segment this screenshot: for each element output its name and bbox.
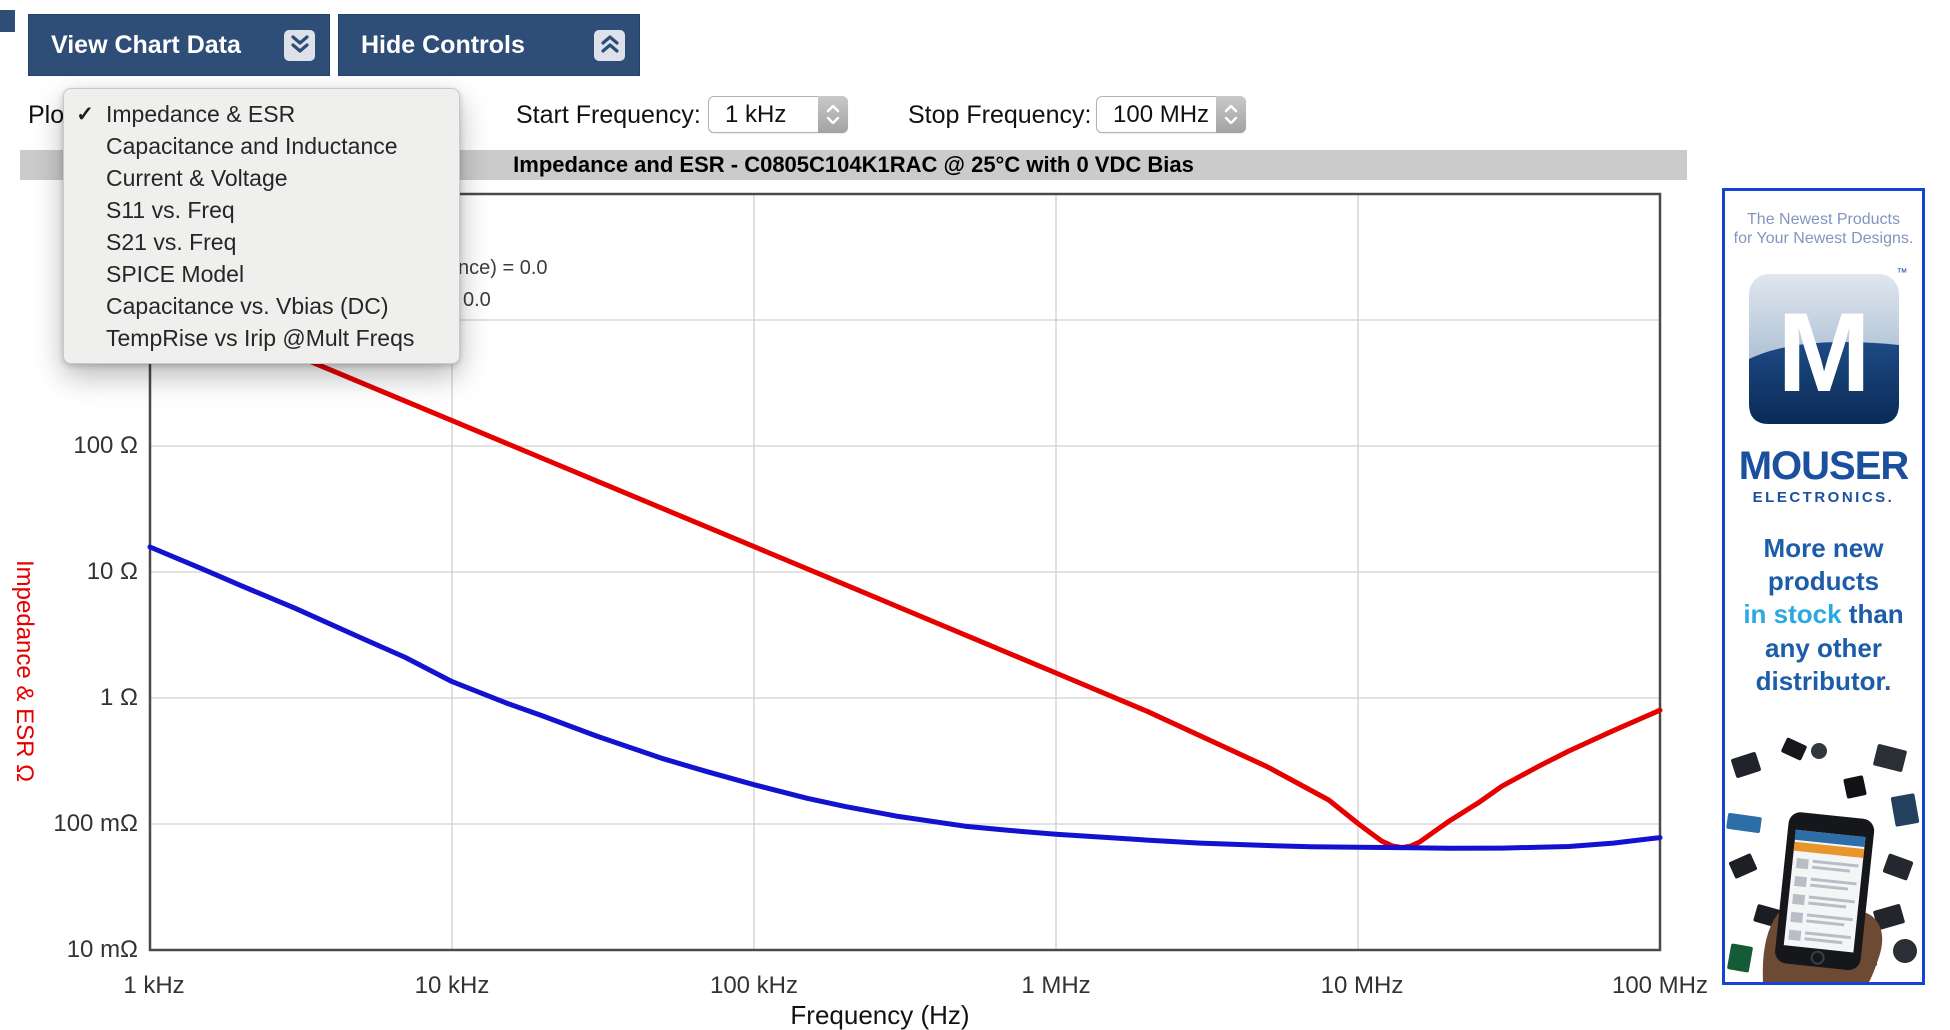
start-frequency-select[interactable]: 1 kHz bbox=[708, 96, 848, 133]
ad-top-tagline: The Newest Products for Your Newest Desi… bbox=[1733, 211, 1914, 247]
menu-item-capacitance-vs-vbias-dc[interactable]: Capacitance vs. Vbias (DC) bbox=[64, 290, 459, 322]
checkmark-icon: ✓ bbox=[76, 102, 94, 126]
menu-item-impedance-esr[interactable]: ✓ Impedance & ESR bbox=[64, 98, 459, 130]
menu-item-label: SPICE Model bbox=[106, 260, 245, 287]
stop-frequency-value: 100 MHz bbox=[1113, 100, 1210, 128]
menu-item-s11-vs-freq[interactable]: S11 vs. Freq bbox=[64, 194, 459, 226]
esr-curve bbox=[147, 544, 1663, 851]
mouser-logo: M ™ bbox=[1748, 267, 1908, 430]
stop-frequency-label: Stop Frequency: bbox=[908, 101, 1092, 129]
plot-type-label: Plo bbox=[28, 101, 65, 129]
menu-item-s21-vs-freq[interactable]: S21 vs. Freq bbox=[64, 226, 459, 258]
menu-item-label: Impedance & ESR bbox=[106, 100, 296, 127]
y-tick-1ohm: 1 Ω bbox=[100, 684, 138, 711]
y-tick-100mohm: 100 mΩ bbox=[53, 810, 138, 837]
legend-fragment-esr: nce) = 0.0 bbox=[458, 257, 548, 279]
x-tick-10khz: 10 kHz bbox=[414, 972, 490, 999]
hide-controls-button[interactable]: Hide Controls bbox=[338, 14, 640, 76]
menu-item-label: S11 vs. Freq bbox=[106, 196, 235, 223]
impedance-curve bbox=[147, 292, 1663, 851]
y-tick-10mohm: 10 mΩ bbox=[66, 936, 138, 963]
menu-item-spice-model[interactable]: SPICE Model bbox=[64, 258, 459, 290]
y-axis-title: Impedance & ESR Ω bbox=[11, 560, 38, 783]
hand-phone-photo bbox=[1726, 737, 1920, 982]
y-tick-100ohm: 100 Ω bbox=[73, 432, 138, 459]
legend-fragment-impedance: 0.0 bbox=[463, 289, 491, 311]
menu-item-label: Capacitance and Inductance bbox=[106, 132, 398, 159]
mouser-brand-sub: ELECTRONICS. bbox=[1752, 488, 1895, 506]
start-frequency-label: Start Frequency: bbox=[516, 101, 701, 129]
x-tick-1mhz: 1 MHz bbox=[1021, 972, 1091, 999]
menu-item-capacitance-and-inductance[interactable]: Capacitance and Inductance bbox=[64, 130, 459, 162]
double-chevron-up-icon bbox=[594, 29, 625, 61]
menu-item-temprise-vs-irip-mult-freqs[interactable]: TempRise vs Irip @Mult Freqs bbox=[64, 322, 459, 354]
svg-text:M: M bbox=[1777, 290, 1870, 415]
hide-controls-label: Hide Controls bbox=[361, 30, 525, 59]
menu-item-label: S21 vs. Freq bbox=[106, 228, 237, 255]
select-stepper-icon[interactable] bbox=[818, 96, 848, 133]
start-frequency-value: 1 kHz bbox=[725, 100, 787, 128]
double-chevron-down-icon bbox=[284, 29, 315, 61]
mouser-brand-name: MOUSER bbox=[1738, 443, 1910, 488]
view-chart-data-button[interactable]: View Chart Data bbox=[28, 14, 330, 76]
view-chart-data-label: View Chart Data bbox=[51, 30, 241, 59]
x-tick-10mhz: 10 MHz bbox=[1320, 972, 1404, 999]
menu-item-label: Capacitance vs. Vbias (DC) bbox=[106, 292, 389, 319]
trademark-symbol: ™ bbox=[1896, 266, 1908, 279]
menu-item-current-voltage[interactable]: Current & Voltage bbox=[64, 162, 459, 194]
menu-item-label: TempRise vs Irip @Mult Freqs bbox=[106, 324, 415, 351]
corner-clipped-element bbox=[0, 10, 15, 32]
plot-type-menu: ✓ Impedance & ESR Capacitance and Inductan… bbox=[63, 88, 460, 364]
stop-frequency-select[interactable]: 100 MHz bbox=[1096, 96, 1246, 133]
y-tick-10ohm: 10 Ω bbox=[86, 558, 138, 585]
x-tick-100khz: 100 kHz bbox=[709, 972, 799, 999]
in-stock-highlight: in stock bbox=[1743, 599, 1842, 630]
menu-item-label: Current & Voltage bbox=[106, 164, 288, 191]
x-axis-title: Frequency (Hz) bbox=[790, 1000, 970, 1030]
ad-tagline: More new products in stock than any othe… bbox=[1743, 532, 1904, 696]
x-tick-1khz: 1 kHz bbox=[123, 972, 185, 999]
mouser-ad-banner[interactable]: The Newest Products for Your Newest Desi… bbox=[1722, 188, 1925, 985]
x-tick-100mhz: 100 MHz bbox=[1611, 972, 1709, 999]
plot-border bbox=[148, 192, 1662, 952]
chart-title: Impedance and ESR - C0805C104K1RAC @ 25°… bbox=[513, 152, 1194, 177]
select-stepper-icon[interactable] bbox=[1216, 96, 1246, 133]
